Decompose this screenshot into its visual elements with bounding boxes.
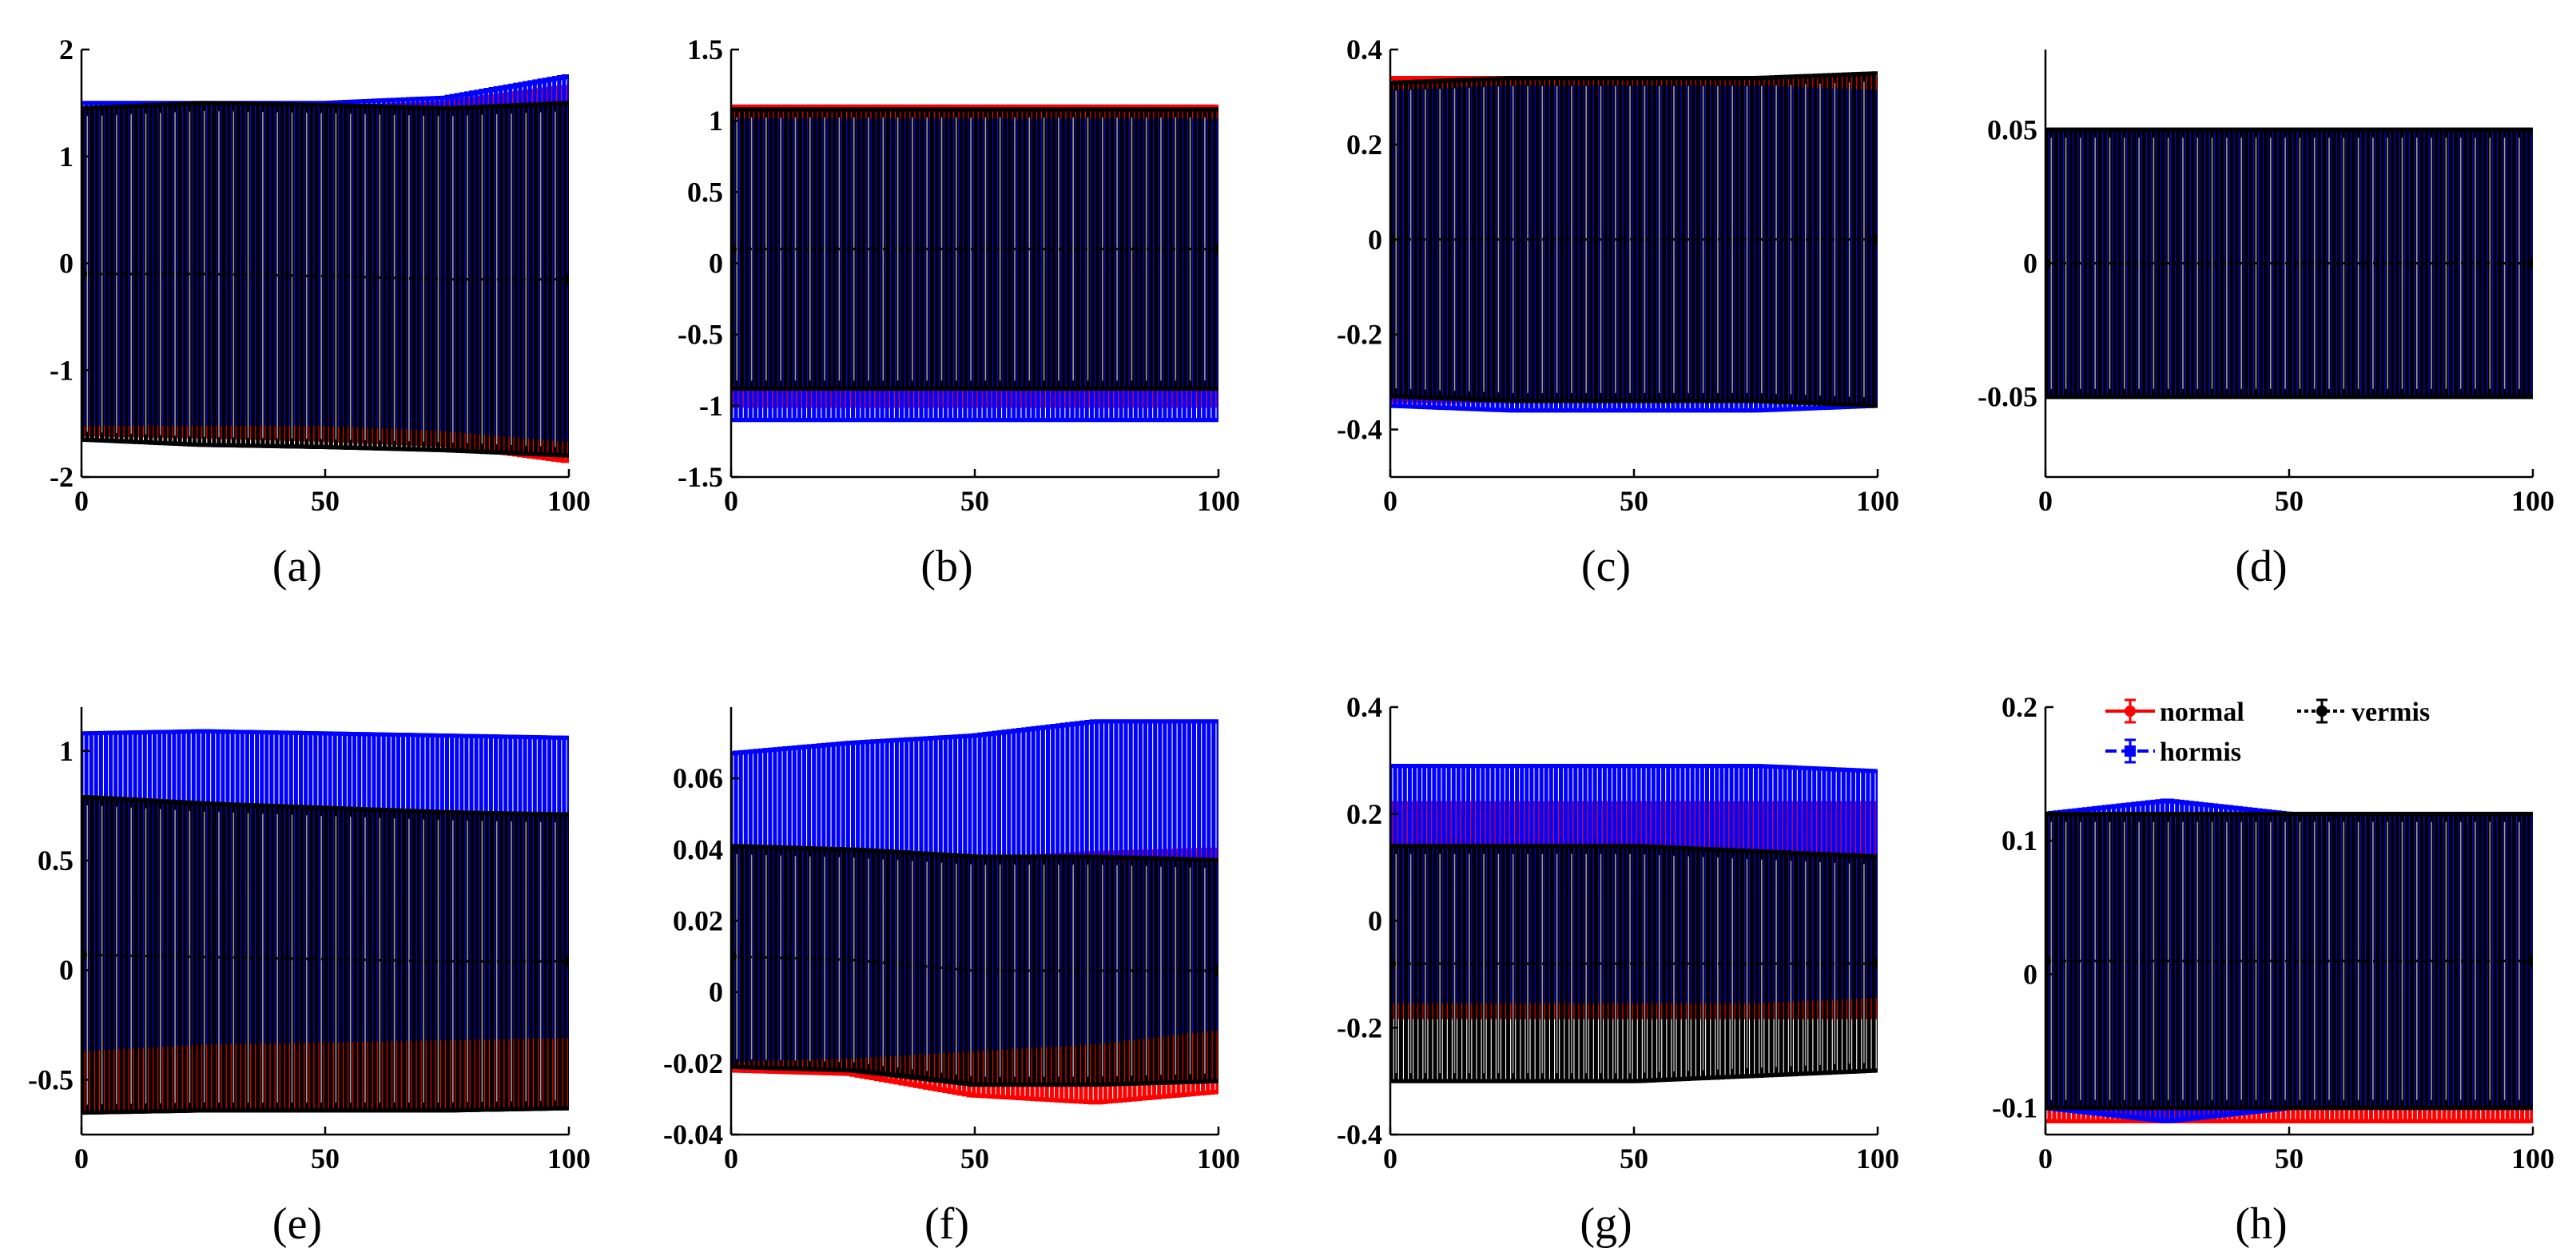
start-marker-vermis-e xyxy=(81,949,87,961)
y-tick-label: 0 xyxy=(1368,224,1382,256)
y-tick-label: -0.2 xyxy=(1337,319,1382,351)
caption-d: (d) xyxy=(2235,542,2287,591)
y-tick-label: 1 xyxy=(59,735,74,767)
y-tick-label: 0.5 xyxy=(38,845,74,876)
y-tick-label: -0.5 xyxy=(678,319,723,351)
mean-line-vermis-e xyxy=(81,953,569,963)
plot-area-d xyxy=(2045,127,2533,399)
chart-e: -0.5 0 0.5 1 0 50 100 (e) xyxy=(28,707,590,1249)
x-tick-label: 0 xyxy=(724,485,738,517)
y-tick-label: 0.5 xyxy=(687,176,723,208)
end-marker-vermis-b xyxy=(1213,243,1218,255)
y-tick-label: -0.5 xyxy=(28,1063,74,1095)
x-tick-label: 50 xyxy=(311,1143,340,1175)
start-marker-vermis-b xyxy=(731,243,737,255)
plot-area-b xyxy=(731,104,1218,423)
plot-area-c xyxy=(1390,71,1878,413)
y-tick-label: 0 xyxy=(59,954,74,986)
x-tick-label: 100 xyxy=(1856,485,1899,517)
series-vermis-a xyxy=(81,101,569,458)
plot-area-a xyxy=(81,74,569,463)
series-vermis-c xyxy=(1390,71,1878,408)
caption-e: (e) xyxy=(272,1199,322,1249)
y-tick-label: 0.05 xyxy=(1987,113,2037,145)
y-tick-label: 1.5 xyxy=(687,34,723,66)
y-tick-label: 2 xyxy=(59,34,74,66)
y-tick-label: -1.5 xyxy=(678,461,723,493)
x-tick-label: 0 xyxy=(2038,485,2053,517)
mean-line-vermis-a xyxy=(81,272,569,281)
end-marker-vermis-a xyxy=(563,273,569,285)
caption-b: (b) xyxy=(920,542,972,591)
y-tick-label: -0.05 xyxy=(1978,381,2037,413)
end-marker-vermis-d xyxy=(2527,257,2533,269)
x-tick-label: 0 xyxy=(1383,485,1397,517)
series-vermis-d xyxy=(2045,127,2533,399)
x-tick-label: 50 xyxy=(1620,485,1648,517)
chart-a: -2 -1 0 1 2 0 50 100 (a) xyxy=(50,34,590,591)
y-tick-label: 0 xyxy=(59,248,74,280)
x-tick-label: 100 xyxy=(547,485,590,517)
y-tick-label: 0.2 xyxy=(1346,129,1382,161)
plot-area-e xyxy=(81,729,569,1115)
end-marker-vermis-c xyxy=(1872,233,1878,245)
chart-d: -0.05 0 0.05 0 50 100 (d) xyxy=(1978,50,2554,591)
y-tick-label: -2 xyxy=(50,461,74,493)
chart-b: -1.5 -1 -0.5 0 0.5 1 1.5 0 50 100 (b) xyxy=(678,34,1240,591)
x-tick-label: 100 xyxy=(1197,485,1240,517)
x-tick-label: 50 xyxy=(2275,485,2304,517)
y-tick-label: -1 xyxy=(50,354,74,386)
x-tick-label: 50 xyxy=(311,485,340,517)
y-tick-label: 0 xyxy=(709,248,723,280)
y-tick-label: 0 xyxy=(2023,248,2037,280)
y-tick-label: 1 xyxy=(709,105,723,137)
start-marker-vermis-a xyxy=(81,268,87,280)
y-tick-label: -0.4 xyxy=(1337,414,1382,446)
chart-c: -0.4 -0.2 0 0.2 0.4 0 50 100 (c) xyxy=(1337,34,1899,591)
x-tick-label: 50 xyxy=(960,485,989,517)
caption-c: (c) xyxy=(1581,542,1631,591)
x-tick-label: 100 xyxy=(547,1143,590,1175)
y-tick-label: 0.4 xyxy=(1346,34,1382,66)
plot-area-f xyxy=(731,719,1218,1105)
y-tick-label: -1 xyxy=(699,390,723,422)
series-vermis-e xyxy=(81,794,569,1115)
y-tick-label: 1 xyxy=(59,141,74,173)
series-vermis-b xyxy=(731,107,1218,391)
x-tick-label: 0 xyxy=(74,485,89,517)
x-tick-label: 100 xyxy=(2511,485,2554,517)
end-marker-vermis-e xyxy=(563,956,569,968)
x-tick-label: 0 xyxy=(74,1143,89,1175)
caption-a: (a) xyxy=(272,542,322,591)
